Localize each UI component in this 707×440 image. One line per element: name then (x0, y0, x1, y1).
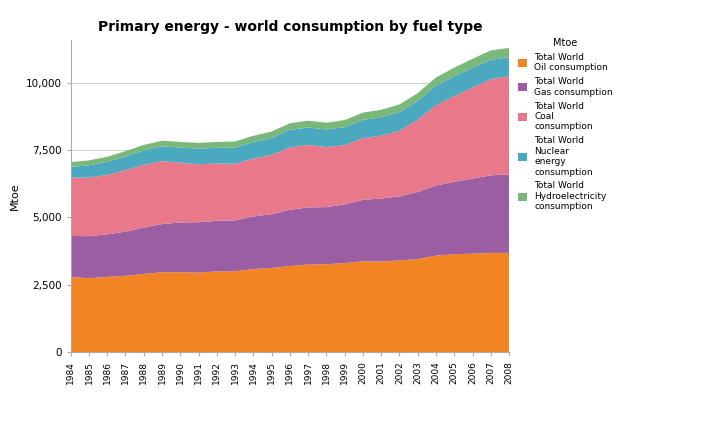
Legend: Total World
Oil consumption, Total World
Gas consumption, Total World
Coal
consu: Total World Oil consumption, Total World… (518, 38, 613, 211)
Title: Primary energy - world consumption by fuel type: Primary energy - world consumption by fu… (98, 20, 482, 34)
Y-axis label: Mtoe: Mtoe (10, 182, 20, 209)
